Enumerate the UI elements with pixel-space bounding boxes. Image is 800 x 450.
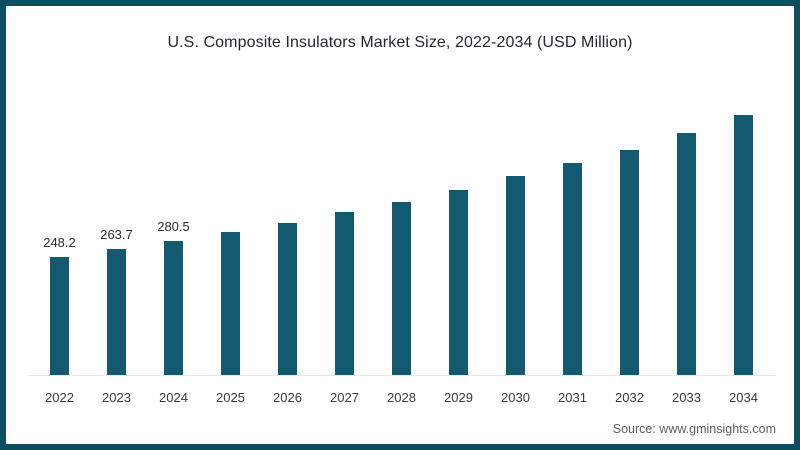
bar-column-2022: 248.2 2022 [31, 88, 88, 405]
bar-2034 [734, 114, 753, 375]
bar-value-label-2024: 280.5 [157, 219, 190, 235]
bar-zone-2032 [620, 88, 639, 375]
bar-zone-2033 [677, 88, 696, 375]
x-tick-label-2029: 2029 [444, 390, 473, 405]
bar-zone-2030 [506, 88, 525, 375]
bars-row: 248.2 2022 263.7 2023 280.5 2024 2025 2026 2027 2… [31, 88, 772, 405]
bar-zone-2025 [221, 88, 240, 375]
bar-zone-2028 [392, 88, 411, 375]
bar-zone-2027 [335, 88, 354, 375]
bar-column-2032: 2032 [601, 88, 658, 405]
x-tick-label-2033: 2033 [672, 390, 701, 405]
bar-value-label-2023: 263.7 [100, 227, 133, 243]
x-tick-label-2034: 2034 [729, 390, 758, 405]
bar-column-2033: 2033 [658, 88, 715, 405]
bar-2033 [677, 132, 696, 375]
bar-2031 [563, 162, 582, 375]
bar-zone-2034 [734, 88, 753, 375]
source-credit: Source: www.gminsights.com [612, 422, 776, 436]
bar-column-2027: 2027 [316, 88, 373, 405]
bar-column-2028: 2028 [373, 88, 430, 405]
bar-column-2023: 263.7 2023 [88, 88, 145, 405]
x-tick-label-2030: 2030 [501, 390, 530, 405]
x-tick-label-2027: 2027 [330, 390, 359, 405]
bar-column-2029: 2029 [430, 88, 487, 405]
bar-2029 [449, 189, 468, 375]
bar-2024 [163, 241, 183, 375]
bar-zone-2022: 248.2 [43, 88, 76, 375]
bar-zone-2031 [563, 88, 582, 375]
x-tick-label-2031: 2031 [558, 390, 587, 405]
x-tick-label-2024: 2024 [159, 390, 188, 405]
bar-2028 [392, 202, 411, 375]
bar-2032 [620, 149, 639, 375]
bar-2030 [506, 176, 525, 375]
x-tick-label-2028: 2028 [387, 390, 416, 405]
bar-zone-2023: 263.7 [100, 88, 133, 375]
bar-zone-2029 [449, 88, 468, 375]
x-tick-label-2026: 2026 [273, 390, 302, 405]
x-tick-label-2025: 2025 [216, 390, 245, 405]
chart-title: U.S. Composite Insulators Market Size, 2… [167, 34, 633, 51]
x-axis-line [28, 375, 776, 376]
bar-zone-2024: 280.5 [157, 88, 190, 375]
bar-zone-2026 [278, 88, 297, 375]
bar-column-2025: 2025 [202, 88, 259, 405]
bar-value-label-2022: 248.2 [43, 234, 76, 250]
bar-column-2024: 280.5 2024 [145, 88, 202, 405]
bar-2023 [106, 249, 126, 375]
bar-2025 [221, 232, 240, 375]
bar-column-2026: 2026 [259, 88, 316, 405]
bar-column-2034: 2034 [715, 88, 772, 405]
bar-column-2030: 2030 [487, 88, 544, 405]
bar-2022 [49, 256, 69, 375]
x-tick-label-2022: 2022 [45, 390, 74, 405]
bar-2027 [335, 212, 354, 375]
x-tick-label-2023: 2023 [102, 390, 131, 405]
bar-column-2031: 2031 [544, 88, 601, 405]
bar-2026 [278, 223, 297, 375]
x-tick-label-2032: 2032 [615, 390, 644, 405]
